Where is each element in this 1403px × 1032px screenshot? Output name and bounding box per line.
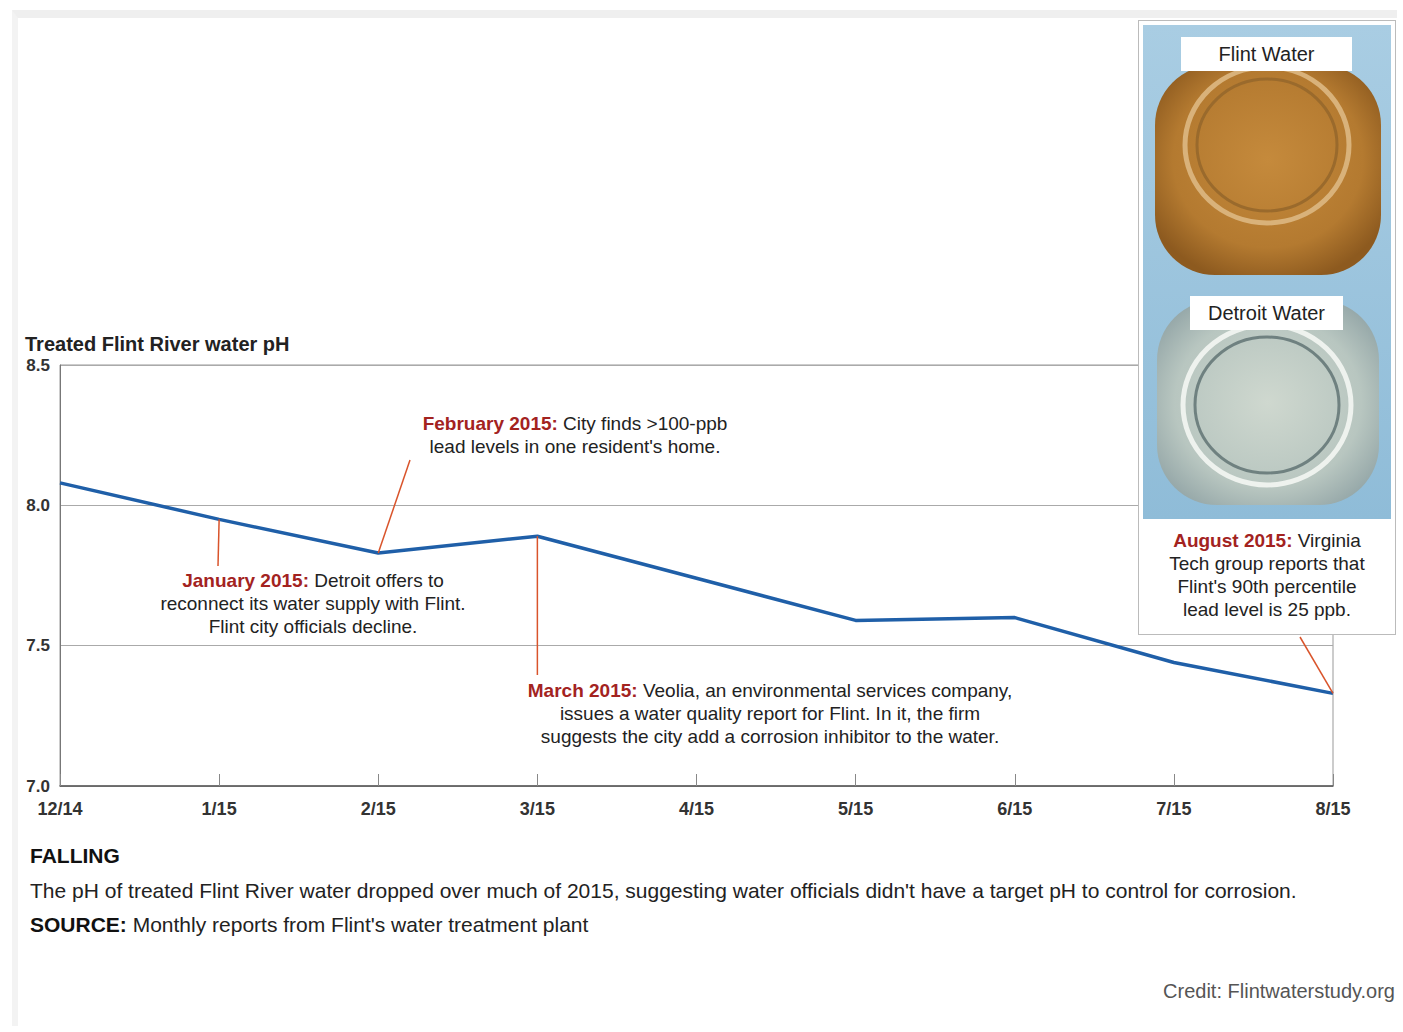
svg-text:reconnect its water supply wit: reconnect its water supply with Flint. xyxy=(160,593,465,614)
html-text:FALLING: FALLING xyxy=(30,844,120,867)
svg-text:City finds >100-ppb: City finds >100-ppb xyxy=(558,413,728,434)
svg-text:issues a water quality report: issues a water quality report for Flint.… xyxy=(560,703,980,724)
svg-text:4/15: 4/15 xyxy=(679,799,714,819)
svg-text:Veolia, an environmental servi: Veolia, an environmental services compan… xyxy=(638,680,1013,701)
html-text:Flint's 90th percentile: Flint's 90th percentile xyxy=(1177,576,1357,597)
html-text:August 2015: Virginia: August 2015: Virginia xyxy=(1173,530,1361,551)
svg-text:12/14: 12/14 xyxy=(37,799,82,819)
svg-text:7.5: 7.5 xyxy=(26,636,50,655)
svg-text:Detroit offers to: Detroit offers to xyxy=(309,570,444,591)
svg-text:suggests the city add a corros: suggests the city add a corrosion inhibi… xyxy=(541,726,999,747)
html-text:The pH of treated Flint River: The pH of treated Flint River water drop… xyxy=(30,879,1297,902)
svg-text:February 2015:: February 2015: xyxy=(423,413,558,434)
html-text:SOURCE: Monthly reports from F: SOURCE: Monthly reports from Flint's wat… xyxy=(30,913,589,936)
html-text:Flint Water: Flint Water xyxy=(1218,43,1315,65)
svg-text:5/15: 5/15 xyxy=(838,799,873,819)
html-text:Tech group reports that: Tech group reports that xyxy=(1169,553,1365,574)
html-text:Credit: Flintwaterstudy.org: Credit: Flintwaterstudy.org xyxy=(1163,980,1395,1002)
svg-text:January 2015:: January 2015: xyxy=(182,570,309,591)
svg-text:Flint city officials decline.: Flint city officials decline. xyxy=(209,616,418,637)
svg-text:7/15: 7/15 xyxy=(1156,799,1191,819)
svg-text:7.0: 7.0 xyxy=(26,777,50,796)
svg-text:Treated Flint River water pH: Treated Flint River water pH xyxy=(25,333,290,355)
svg-text:lead levels in one resident's: lead levels in one resident's home. xyxy=(430,436,721,457)
svg-text:2/15: 2/15 xyxy=(361,799,396,819)
svg-text:8/15: 8/15 xyxy=(1315,799,1350,819)
svg-text:3/15: 3/15 xyxy=(520,799,555,819)
svg-text:8.0: 8.0 xyxy=(26,496,50,515)
svg-text:6/15: 6/15 xyxy=(997,799,1032,819)
html-text:Detroit Water: Detroit Water xyxy=(1208,302,1325,324)
svg-text:March 2015:: March 2015: xyxy=(528,680,638,701)
svg-text:8.5: 8.5 xyxy=(26,356,50,375)
svg-text:1/15: 1/15 xyxy=(202,799,237,819)
html-text:lead level is 25 ppb.: lead level is 25 ppb. xyxy=(1183,599,1351,620)
